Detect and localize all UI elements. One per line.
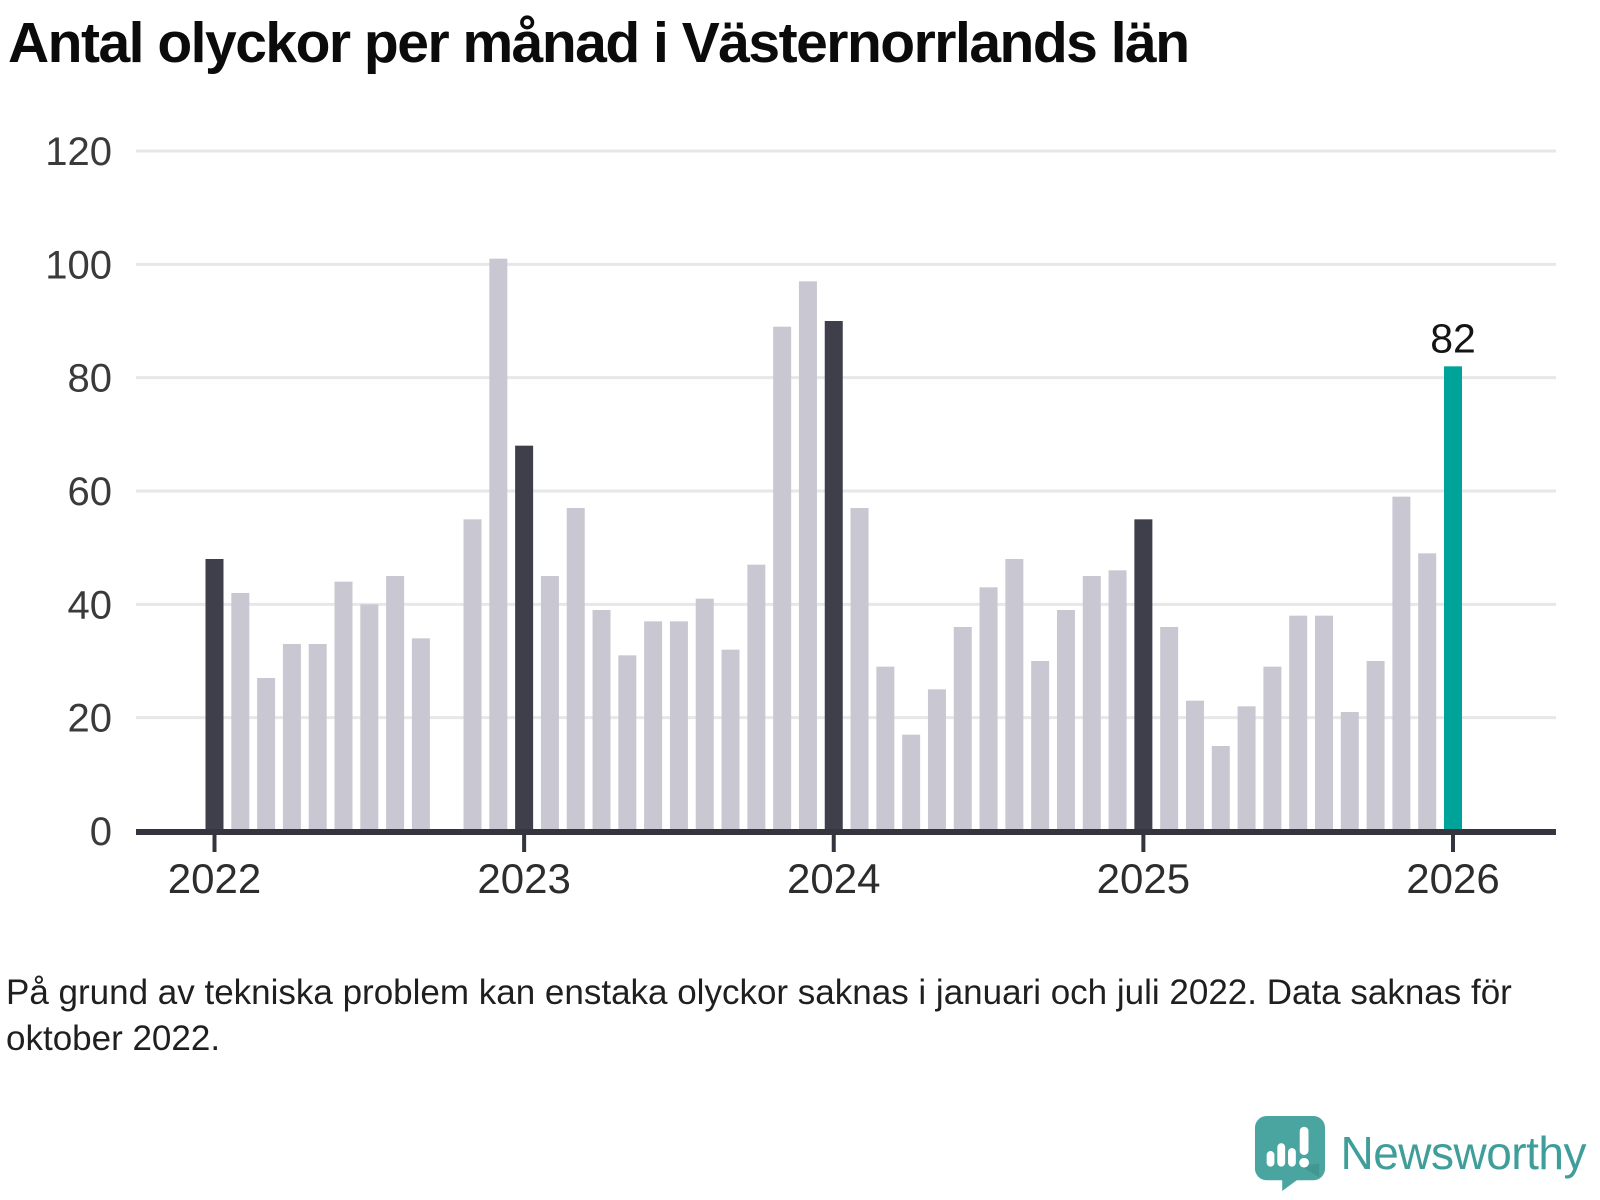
bar-2024-01 (824, 321, 843, 831)
x-axis-line (136, 829, 1556, 835)
bar-2024-11 (1082, 576, 1101, 831)
bar-2022-05 (308, 644, 327, 831)
x-tick-label-2025: 2025 (1097, 855, 1190, 902)
bar-2025-09 (1340, 712, 1359, 831)
bar-2023-03 (566, 508, 585, 831)
bar-2023-08 (695, 598, 714, 831)
bar-2024-05 (927, 689, 946, 831)
bar-2022-11 (463, 519, 482, 831)
bar-2024-03 (876, 666, 895, 831)
newsworthy-logo: Newsworthy (1254, 1114, 1586, 1192)
bar-2025-08 (1314, 615, 1333, 831)
newsworthy-wordmark: Newsworthy (1340, 1127, 1586, 1179)
bar-2022-04 (282, 644, 301, 831)
y-tick-label-120: 120 (45, 130, 112, 174)
bar-2022-07 (360, 604, 379, 831)
bar-2024-04 (902, 734, 921, 831)
bar-2023-10 (747, 564, 766, 831)
bar-2022-06 (334, 581, 353, 831)
bar-2022-03 (257, 678, 276, 831)
y-tick-label-80: 80 (68, 357, 113, 401)
y-tick-label-20: 20 (68, 697, 113, 741)
bar-2026-01 (1444, 366, 1462, 831)
y-tick-label-60: 60 (68, 470, 113, 514)
page-title: Antal olyckor per månad i Västernorrland… (8, 11, 1190, 75)
bar-2022-01 (205, 559, 224, 831)
bar-2025-10 (1366, 661, 1385, 831)
x-tick-label-2024: 2024 (787, 855, 880, 902)
bar-2023-12 (798, 281, 817, 831)
bar-2022-08 (386, 576, 405, 831)
y-tick-label-0: 0 (90, 810, 112, 854)
bar-2023-11 (773, 326, 792, 831)
bar-2024-09 (1031, 661, 1050, 831)
bar-2022-09 (411, 638, 430, 831)
bar-2023-01 (515, 445, 534, 831)
x-tick-label-2022: 2022 (168, 855, 261, 902)
mini-bar-1 (1267, 1151, 1275, 1167)
bar-2024-06 (953, 627, 972, 831)
bar-2025-02 (1160, 627, 1179, 831)
bar-2025-05 (1237, 706, 1256, 831)
bar-2023-05 (618, 655, 637, 831)
y-tick-label-100: 100 (45, 243, 112, 287)
highlight-value-label: 82 (1430, 315, 1476, 361)
bar-2024-08 (1005, 559, 1024, 831)
bar-2025-12 (1418, 553, 1437, 831)
bar-2022-12 (489, 258, 508, 832)
newsworthy-logo-icon (1255, 1116, 1326, 1191)
bar-2023-02 (540, 576, 559, 831)
exclamation-bar (1300, 1126, 1309, 1155)
x-tick-label-2023: 2023 (477, 855, 570, 902)
mini-bar-3 (1288, 1148, 1297, 1167)
x-tick-label-2026: 2026 (1406, 855, 1499, 902)
bar-2023-09 (721, 649, 740, 831)
bar-2025-04 (1211, 746, 1230, 831)
exclamation-dot (1299, 1157, 1310, 1168)
bar-2023-07 (669, 621, 688, 831)
y-tick-label-40: 40 (68, 583, 113, 627)
bar-2025-03 (1185, 700, 1204, 831)
bar-2023-04 (592, 610, 611, 831)
bar-2025-07 (1289, 615, 1308, 831)
bar-2024-07 (979, 587, 998, 831)
bar-2023-06 (644, 621, 663, 831)
bar-2024-12 (1108, 570, 1127, 831)
bar-2025-01 (1134, 519, 1153, 831)
bar-2022-02 (231, 593, 250, 831)
bar-2025-06 (1263, 666, 1282, 831)
mini-bar-2 (1277, 1143, 1286, 1167)
bar-2024-02 (850, 508, 869, 831)
bar-2024-10 (1056, 610, 1075, 831)
bar-2025-11 (1392, 496, 1411, 831)
footnote: På grund av tekniska problem kan enstaka… (6, 973, 1512, 1059)
